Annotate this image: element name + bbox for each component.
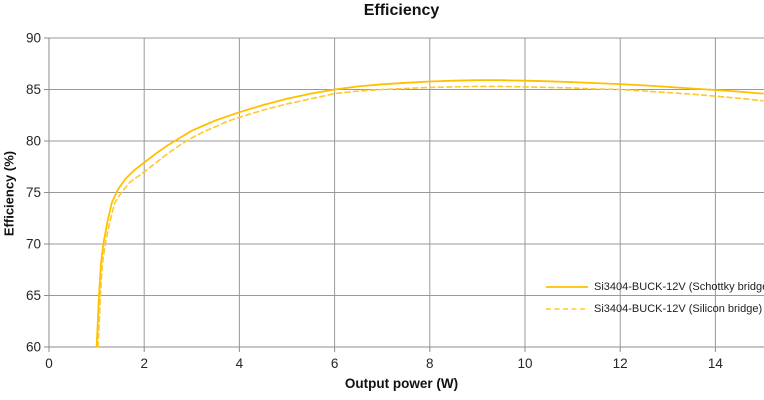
solid-line-swatch [546, 285, 588, 288]
y-tick-label: 85 [26, 82, 41, 97]
legend-label-silicon: Si3404-BUCK-12V (Silicon bridge) [594, 302, 763, 315]
y-tick-label: 75 [26, 185, 41, 200]
dashed-line-swatch [546, 307, 588, 310]
x-tick-label: 2 [140, 356, 148, 371]
legend-label-schottky: Si3404-BUCK-12V (Schottky bridge) [594, 280, 764, 293]
y-tick-label: 60 [26, 340, 41, 355]
chart-title: Efficiency [363, 2, 440, 19]
legend-item-schottky: Si3404-BUCK-12V (Schottky bridge) [545, 279, 764, 294]
series-line-0 [95, 79, 764, 348]
x-tick-label: 0 [45, 356, 53, 371]
legend-item-silicon: Si3404-BUCK-12V (Silicon bridge) [545, 301, 764, 316]
legend: Si3404-BUCK-12V (Schottky bridge) Si3404… [545, 279, 764, 316]
y-tick-label: 65 [26, 288, 41, 303]
series-line-1 [97, 85, 764, 348]
x-tick-label: 14 [708, 356, 724, 371]
y-tick-label: 80 [26, 134, 41, 149]
y-tick-label: 70 [26, 237, 41, 252]
x-tick-label: 6 [331, 356, 339, 371]
x-axis-label: Output power (W) [344, 376, 459, 391]
x-tick-label: 12 [613, 356, 628, 371]
x-tick-label: 8 [426, 356, 434, 371]
y-tick-label: 90 [26, 31, 41, 46]
x-tick-label: 4 [236, 356, 244, 371]
x-tick-label: 10 [517, 356, 532, 371]
